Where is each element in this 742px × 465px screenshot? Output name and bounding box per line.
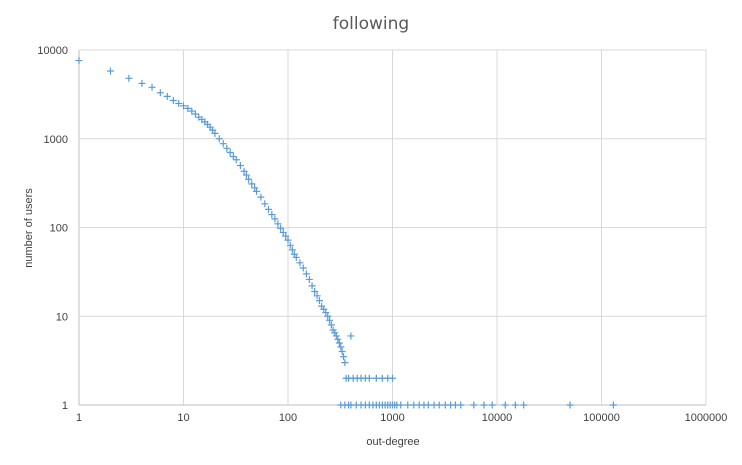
data-point [315,297,323,305]
data-point [311,288,319,296]
data-point [248,180,256,188]
data-point [219,140,227,148]
data-point [511,401,519,409]
data-point [215,135,223,143]
data-point [397,401,405,409]
data-point [271,215,279,223]
data-point [175,99,183,107]
data-point [156,89,164,97]
data-point [308,282,316,290]
data-point [282,232,290,240]
data-point [184,104,192,112]
data-point [470,401,478,409]
data-point [435,401,443,409]
data-point [331,329,339,337]
x-tick-label: 10000 [482,412,513,424]
data-point [340,353,348,361]
data-point [292,253,300,261]
data-point [332,332,340,340]
y-tick-label: 100 [50,223,68,235]
data-point [299,264,307,272]
data-point [268,211,276,219]
data-point [251,184,259,192]
data-point [75,57,83,65]
data-point [223,144,231,152]
data-point [501,401,509,409]
data-point [520,401,528,409]
data-point [457,401,465,409]
data-point [347,332,355,340]
data-point [296,259,304,267]
data-point [163,92,171,100]
data-point [480,401,488,409]
data-point [341,359,349,367]
data-point [313,292,321,300]
data-point [284,236,292,244]
data-point [188,107,196,115]
data-point [322,309,330,317]
data-point [337,343,345,351]
data-point [372,374,380,382]
data-point [305,275,313,283]
data-point [106,67,114,75]
data-point [180,102,187,110]
data-point [148,83,156,91]
x-tick-label: 1000000 [685,412,728,424]
data-point [236,161,244,169]
data-point [324,312,332,320]
data-point [240,167,248,175]
x-tick-label: 10 [177,412,189,424]
y-tick-labels: 1 10 100 1000 10000 [37,45,68,412]
data-point [488,401,496,409]
x-axis-label: out-degree [366,436,419,448]
data-point [326,316,334,324]
y-tick-label: 10000 [37,45,68,57]
data-point [211,129,219,137]
x-tick-label: 1000 [380,412,404,424]
data-point [335,339,343,347]
data-point [365,374,373,382]
data-point [609,401,617,409]
chart-title: following [333,14,409,34]
data-point [286,241,294,249]
y-axis-label: number of users [23,188,35,268]
x-tick-label: 1 [76,412,82,424]
y-tick-label: 1000 [44,134,68,146]
data-point [261,200,269,208]
data-point [389,374,396,382]
data-point [138,79,146,87]
data-point [288,246,296,254]
data-point [338,348,346,356]
data-point [264,205,272,213]
data-point [253,187,261,195]
data-point [404,401,412,409]
data-point [169,96,177,104]
data-point [279,228,287,236]
data-point [191,110,199,118]
data-point [302,270,310,278]
data-point [232,156,240,164]
data-point [327,321,335,329]
y-tick-label: 10 [56,311,68,323]
data-point [277,224,285,232]
data-points [75,57,617,409]
data-point [257,193,265,201]
x-tick-label: 100 [279,412,297,424]
data-point [242,171,250,179]
data-point [274,220,282,228]
grid-lines [78,49,707,406]
x-tick-label: 100000 [583,412,620,424]
data-point [125,74,133,82]
data-point [226,148,234,156]
y-tick-label: 1 [62,400,68,412]
data-point [566,401,574,409]
data-point [334,335,342,343]
x-tick-labels: 1 10 100 1000 10000 100000 1000000 [76,412,727,424]
data-point [245,175,253,183]
